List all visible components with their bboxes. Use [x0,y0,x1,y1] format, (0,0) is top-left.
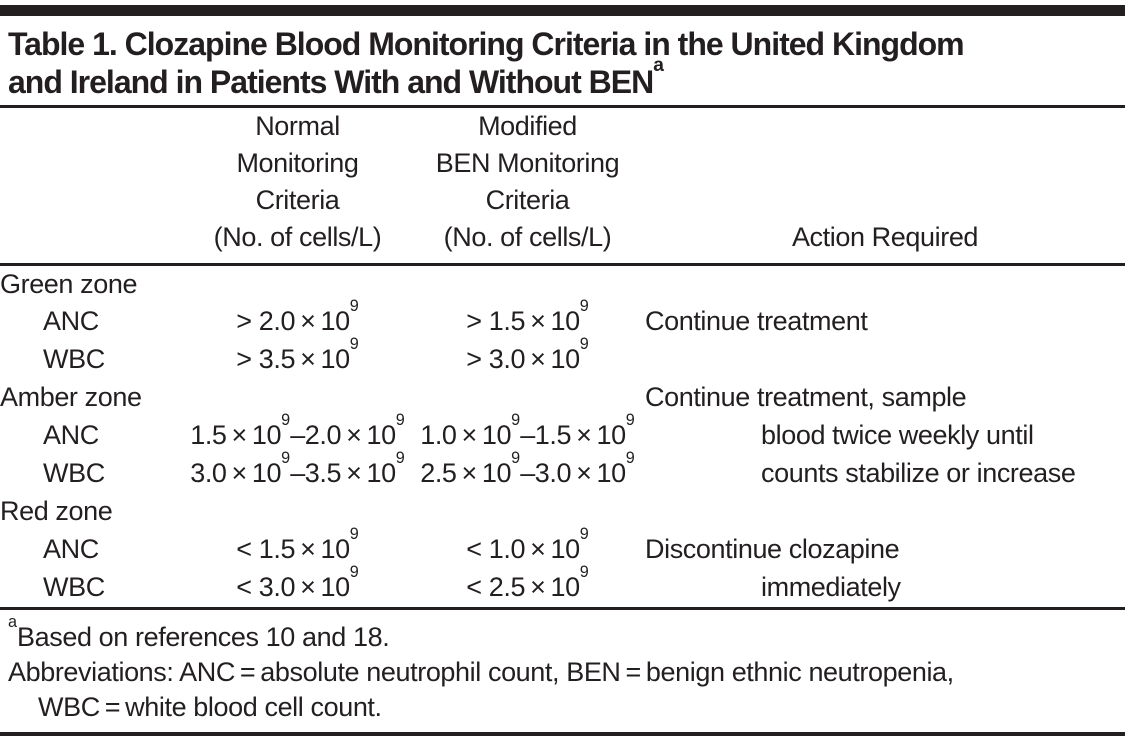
action-cell: Continue treatment [645,306,868,336]
title-divider-rule [0,105,1125,108]
header-line: Action Required [791,222,979,252]
footnotes: aBased on references 10 and 18. Abbrevia… [0,610,1125,725]
header-line: Modified [478,111,577,141]
header-normal-criteria: Normal Monitoring Criteria (No. of cells… [185,108,410,266]
parameter-label: WBC [43,572,105,602]
parameter-label: WBC [43,344,105,374]
bottom-rule [0,731,1125,736]
monitoring-criteria-table: Normal Monitoring Criteria (No. of cells… [0,108,1125,607]
normal-value-cell [185,379,410,417]
footnote-references: aBased on references 10 and 18. [8,612,390,652]
normal-value-cell [185,265,410,303]
parameter-label: WBC [43,458,105,488]
table-header-row: Normal Monitoring Criteria (No. of cells… [0,108,1125,266]
modified-value-cell: 1.0 × 109–1.5 × 109 [420,411,635,450]
action-cell [645,341,1125,379]
top-rule-bar [0,5,1125,16]
table-row-red-wbc: WBC < 3.0 × 109 < 2.5 × 109 immediately [0,563,1125,607]
table-row-amber-wbc: WBC 3.0 × 109–3.5 × 109 2.5 × 109–3.0 × … [0,449,1125,493]
zone-label: Green zone [0,268,138,299]
action-cell: blood twice weekly until [761,420,1034,450]
normal-value-cell: < 3.0 × 109 [236,563,359,602]
modified-value-cell [410,493,645,531]
table-title: Table 1. Clozapine Blood Monitoring Crit… [0,16,1125,105]
table-row-red-anc: ANC < 1.5 × 109 < 1.0 × 109 Discontinue … [0,525,1125,569]
table-title-line-1: Table 1. Clozapine Blood Monitoring Crit… [8,26,965,62]
normal-value-cell: > 2.0 × 109 [236,297,359,336]
action-cell: Continue treatment, sample [645,382,967,412]
header-action-required: Action Required [645,108,1125,266]
footnote-abbreviations: Abbreviations: ANC = absolute neutrophil… [8,656,954,687]
table-header: Normal Monitoring Criteria (No. of cells… [0,108,1125,266]
header-line: Criteria [255,185,340,215]
modified-value-cell: < 2.5 × 109 [466,563,589,602]
header-line: Criteria [485,185,570,215]
modified-value-cell [410,265,645,303]
action-cell [645,265,1125,303]
normal-value-cell: > 3.5 × 109 [236,335,359,374]
header-line: Normal [255,111,340,141]
parameter-label: ANC [43,420,99,450]
header-line: (No. of cells/L) [213,222,382,252]
header-line: Monitoring [236,148,359,178]
action-cell: Discontinue clozapine [645,534,900,564]
table-row-green-wbc: WBC > 3.5 × 109 > 3.0 × 109 [0,335,1125,379]
header-line: BEN Monitoring [435,148,620,178]
modified-value-cell: 2.5 × 109–3.0 × 109 [420,449,635,488]
parameter-label: ANC [43,534,99,564]
action-cell [645,493,1125,531]
table-row-amber-anc: ANC 1.5 × 109–2.0 × 109 1.0 × 109–1.5 × … [0,411,1125,455]
header-zone-empty [0,108,185,266]
footnote-abbreviations-continued: WBC = white blood cell count. [38,691,382,722]
action-cell: counts stabilize or increase [761,458,1076,488]
header-modified-ben-criteria: Modified BEN Monitoring Criteria (No. of… [410,108,645,266]
table-row-green-zone: Green zone [0,265,1125,303]
action-cell: immediately [761,572,901,602]
normal-value-cell: < 1.5 × 109 [236,525,359,564]
header-line: (No. of cells/L) [443,222,612,252]
table-body: Green zone ANC > 2.0 × 109 > 1.5 × 109 C… [0,265,1125,607]
footnote-divider-rule [0,606,1125,610]
normal-value-cell [185,493,410,531]
table-row-red-zone: Red zone [0,493,1125,531]
normal-value-cell: 3.0 × 109–3.5 × 109 [190,449,405,488]
modified-value-cell: < 1.0 × 109 [466,525,589,564]
table-row-green-anc: ANC > 2.0 × 109 > 1.5 × 109 Continue tre… [0,297,1125,341]
table-title-line-2: and Ireland in Patients With and Without… [8,54,664,100]
zone-label: Red zone [0,496,113,526]
table-row-amber-zone: Amber zone Continue treatment, sample [0,379,1125,417]
zone-label: Amber zone [0,382,142,412]
normal-value-cell: 1.5 × 109–2.0 × 109 [190,411,405,450]
modified-value-cell: > 3.0 × 109 [466,335,589,374]
modified-value-cell [410,379,645,417]
modified-value-cell: > 1.5 × 109 [466,297,589,336]
parameter-label: ANC [43,306,99,336]
